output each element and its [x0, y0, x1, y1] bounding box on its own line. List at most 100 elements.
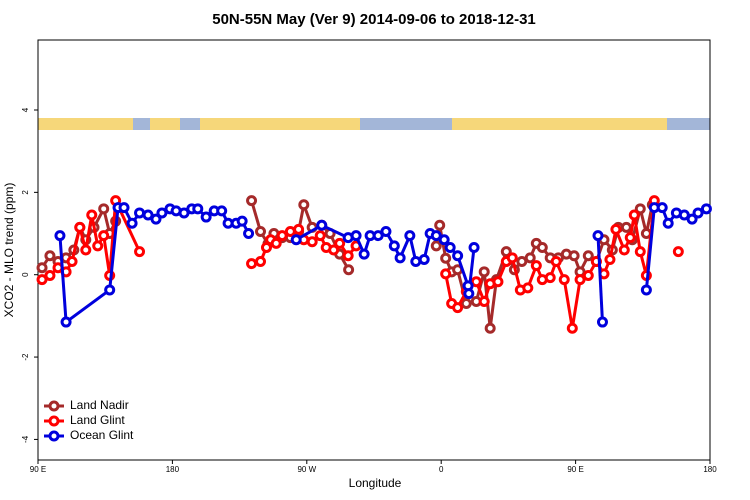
point	[640, 284, 652, 296]
point	[418, 253, 430, 265]
point	[216, 205, 228, 217]
point	[530, 260, 542, 272]
point	[316, 219, 328, 231]
series-line	[596, 235, 604, 323]
point	[150, 213, 162, 225]
point	[440, 252, 452, 264]
point	[255, 256, 267, 268]
point	[358, 248, 370, 260]
point	[92, 240, 104, 252]
point	[60, 316, 72, 328]
point	[270, 237, 282, 249]
point	[126, 217, 138, 229]
point	[178, 207, 190, 219]
point	[243, 228, 255, 240]
point	[434, 219, 446, 231]
point	[134, 246, 146, 258]
point	[506, 252, 518, 264]
point	[54, 230, 66, 242]
point	[298, 199, 310, 211]
x-tick-label: 180	[703, 465, 717, 474]
point	[618, 244, 630, 256]
x-tick-label: 0	[439, 465, 444, 474]
point	[678, 209, 690, 221]
legend-swatch-point	[48, 415, 60, 427]
point	[410, 256, 422, 268]
legend-swatch-point	[48, 400, 60, 412]
point	[438, 234, 450, 246]
point	[550, 256, 562, 268]
point	[624, 232, 636, 244]
point	[484, 322, 496, 334]
y-tick-label: 0	[21, 272, 30, 277]
point	[74, 221, 86, 233]
point	[444, 242, 456, 254]
point	[200, 211, 212, 223]
point	[700, 203, 712, 215]
y-tick-label: 2	[21, 190, 30, 195]
point	[276, 230, 288, 242]
point	[404, 230, 416, 242]
point	[98, 230, 110, 242]
point	[328, 244, 340, 256]
point	[566, 322, 578, 334]
point	[290, 234, 302, 246]
point	[568, 250, 580, 262]
point	[314, 230, 326, 242]
point	[380, 225, 392, 237]
point	[44, 270, 56, 282]
point	[463, 288, 475, 300]
legend-label: Land Nadir	[70, 398, 129, 412]
y-axis-label: XCO2 - MLO trend (ppm)	[2, 183, 16, 318]
point	[596, 316, 608, 328]
point	[536, 242, 548, 254]
point	[334, 237, 346, 249]
point	[516, 256, 528, 268]
point	[582, 270, 594, 282]
point	[620, 221, 632, 233]
x-tick-label: 180	[166, 465, 180, 474]
point	[343, 264, 355, 276]
point	[492, 276, 504, 288]
point	[452, 250, 464, 262]
point	[478, 295, 490, 307]
series-line	[58, 206, 250, 325]
y-tick-label: 4	[21, 107, 30, 112]
point	[460, 298, 472, 310]
x-tick-label: 90 W	[297, 465, 316, 474]
point	[430, 240, 442, 252]
point	[86, 209, 98, 221]
x-tick-label: 90 E	[30, 465, 46, 474]
point	[236, 215, 248, 227]
point	[634, 203, 646, 215]
land-ocean-strip	[38, 118, 710, 130]
point	[156, 207, 168, 219]
point	[36, 262, 48, 274]
x-tick-label: 90 E	[567, 465, 583, 474]
x-axis-label: Longitude	[349, 476, 402, 490]
point	[104, 284, 116, 296]
point	[672, 246, 684, 258]
point	[80, 244, 92, 256]
point	[604, 253, 616, 265]
point	[478, 266, 490, 278]
point	[692, 207, 704, 219]
point	[342, 250, 354, 262]
point	[306, 236, 318, 248]
point	[470, 276, 482, 288]
point	[293, 223, 305, 235]
point	[452, 302, 464, 314]
legend-label: Land Glint	[70, 413, 125, 427]
point	[592, 230, 604, 242]
point	[544, 272, 556, 284]
point	[634, 246, 646, 258]
point	[558, 274, 570, 286]
point	[134, 207, 146, 219]
point	[430, 230, 442, 242]
legend-label: Ocean Glint	[70, 428, 134, 442]
series-line	[444, 200, 656, 329]
point	[350, 230, 362, 242]
point	[44, 250, 56, 262]
y-tick-label: -2	[21, 353, 30, 361]
